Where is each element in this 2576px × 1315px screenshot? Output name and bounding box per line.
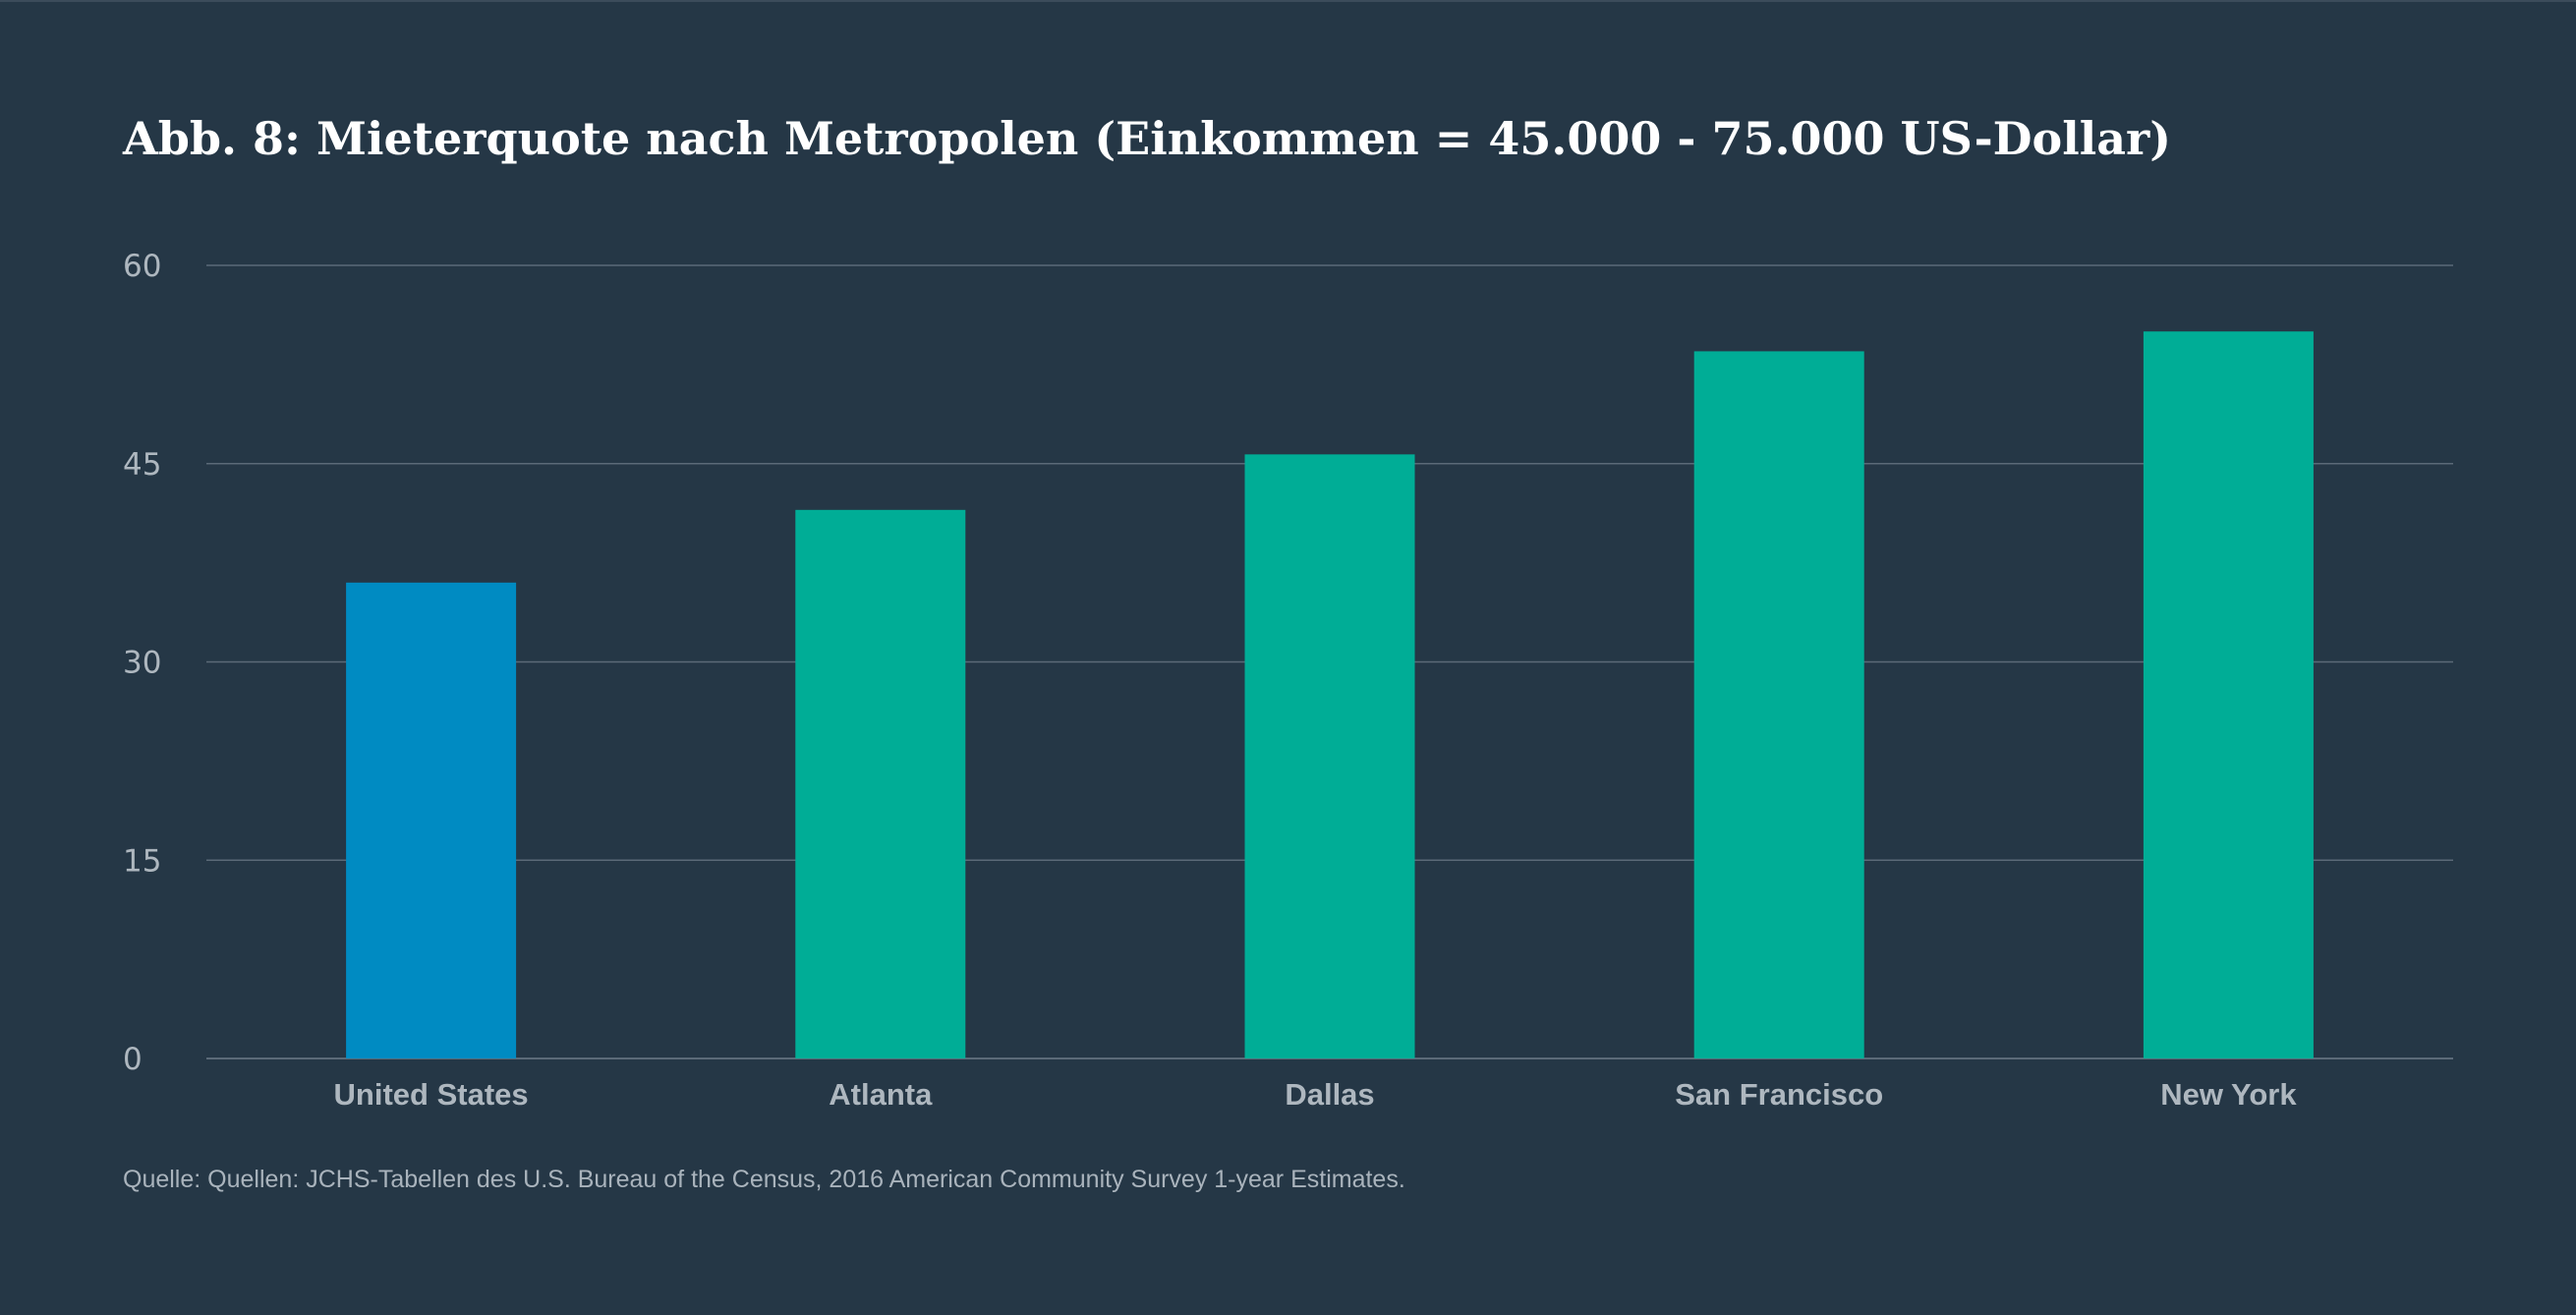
source-note: Quelle: Quellen: JCHS-Tabellen des U.S. …: [123, 1166, 1405, 1193]
x-tick-label: San Francisco: [1675, 1077, 1883, 1112]
bars: [346, 331, 2314, 1059]
x-tick-label: Dallas: [1285, 1077, 1374, 1112]
bar-atlanta: [795, 509, 966, 1058]
x-tick-label: United States: [334, 1077, 529, 1112]
y-tick-label: 30: [123, 646, 161, 681]
chart-title: Abb. 8: Mieterquote nach Metropolen (Ein…: [123, 112, 2171, 165]
x-tick-label: Atlanta: [829, 1077, 933, 1112]
x-axis-ticks: United States Atlanta Dallas San Francisco N…: [334, 1077, 2298, 1112]
y-tick-label: 60: [123, 249, 161, 284]
bar-dallas: [1244, 454, 1415, 1059]
bar-san-francisco: [1693, 351, 1864, 1058]
x-tick-label: New York: [2160, 1077, 2297, 1112]
y-tick-label: 0: [123, 1042, 143, 1077]
y-tick-label: 15: [123, 843, 161, 879]
bar-united-states: [346, 582, 517, 1058]
y-tick-label: 45: [123, 447, 161, 483]
y-axis-ticks: 0 15 30 45 60: [123, 249, 161, 1077]
bar-new-york: [2143, 331, 2314, 1058]
